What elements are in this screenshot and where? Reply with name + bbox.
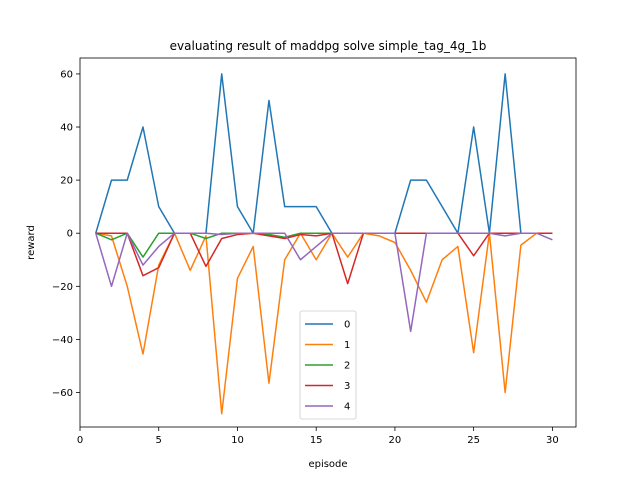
series-line-0: [95, 73, 553, 234]
series-line-4: [95, 232, 553, 333]
y-tick-label: 60: [60, 69, 73, 80]
chart-title: evaluating result of maddpg solve simple…: [170, 39, 487, 53]
x-tick-label: 20: [389, 435, 402, 446]
y-axis-label: reward: [26, 225, 37, 260]
axes-frame: [79, 57, 577, 428]
x-tick-label: 15: [310, 435, 323, 446]
x-tick-label: 25: [467, 435, 480, 446]
legend-label-2: 2: [344, 361, 350, 372]
legend: 0 1 2 3 4: [299, 310, 357, 420]
legend-label-1: 1: [344, 340, 350, 351]
y-tick-label: 40: [60, 123, 73, 134]
legend-label-4: 4: [344, 402, 350, 413]
x-axis-label: episode: [308, 459, 347, 470]
y-tick-label: −40: [52, 335, 73, 346]
x-axis-ticks: 0 5 10 15 20 25 30: [77, 427, 559, 446]
x-tick-label: 30: [546, 435, 559, 446]
y-tick-label: −20: [52, 282, 73, 293]
y-tick-label: 20: [60, 176, 73, 187]
x-tick-label: 10: [231, 435, 244, 446]
series-layer: [95, 73, 553, 415]
y-tick-label: −60: [52, 388, 73, 399]
y-axis-ticks: −60 −40 −20 0 20 40 60: [52, 69, 80, 399]
legend-label-3: 3: [344, 381, 350, 392]
series-line-3: [95, 232, 553, 285]
x-tick-label: 0: [77, 435, 83, 446]
legend-label-0: 0: [344, 320, 350, 331]
y-tick-label: 0: [67, 229, 73, 240]
x-tick-label: 5: [156, 435, 162, 446]
